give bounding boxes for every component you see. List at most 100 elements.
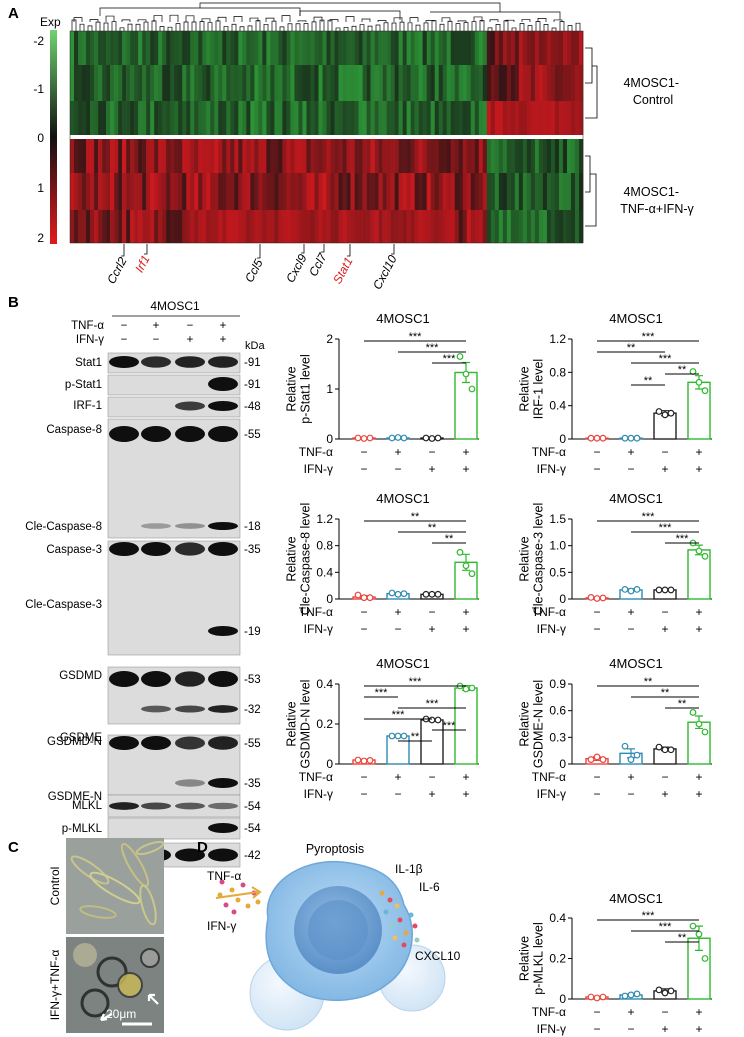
- heatmap-cell: [322, 139, 327, 173]
- heatmap-cell: [366, 173, 371, 210]
- blot-membrane: [107, 374, 241, 396]
- chart-title: 4MOSC1: [376, 491, 429, 506]
- y-tick-label: 0: [559, 757, 566, 771]
- heatmap-cell: [254, 139, 259, 173]
- heatmap-cell: [158, 101, 163, 135]
- chart-treatment-label: TNF-α: [299, 770, 333, 784]
- heatmap-cell: [182, 139, 187, 173]
- heatmap-cell: [202, 173, 207, 210]
- heatmap-cell: [506, 31, 512, 65]
- dendrogram-branch: [151, 20, 157, 31]
- heatmap-cell: [362, 173, 367, 210]
- heatmap-cell: [102, 65, 107, 101]
- arrow-icon: [100, 1013, 113, 1022]
- ylabel-line: Relative: [284, 366, 298, 411]
- heatmap-cell: [510, 31, 516, 65]
- chart-treatment-mark: −: [593, 1005, 600, 1019]
- heatmap-cell: [222, 65, 227, 101]
- heatmap-cell: [202, 101, 207, 135]
- heatmap-cell: [426, 101, 432, 135]
- heatmap-cell: [210, 101, 215, 135]
- heatmap-cell: [562, 173, 568, 210]
- heatmap-cell: [242, 210, 247, 243]
- heatmap-cell: [414, 139, 419, 173]
- group-control-line1: 4MOSC1-: [623, 76, 679, 90]
- chart-treatment-mark: +: [627, 605, 634, 619]
- heatmap-cell: [198, 31, 203, 65]
- chart-treatment-mark: +: [394, 605, 401, 619]
- heatmap-cell: [506, 210, 512, 243]
- heatmap-cell: [410, 139, 415, 173]
- heatmap-cell: [534, 210, 540, 243]
- heatmap-cell: [198, 173, 203, 210]
- heatmap-cell: [114, 139, 119, 173]
- heatmap-cell: [338, 31, 343, 65]
- heatmap-cell: [526, 101, 532, 135]
- blot-band: [141, 356, 171, 368]
- chart-treatment-mark: −: [661, 445, 668, 459]
- chart-treatment-mark: −: [394, 462, 401, 476]
- heatmap-cell: [282, 210, 287, 243]
- heatmap-cell: [218, 173, 223, 210]
- heatmap-cell: [262, 210, 267, 243]
- heatmap-cell: [262, 173, 267, 210]
- output-label-il1b: IL-1β: [395, 862, 423, 876]
- heatmap-cell: [158, 65, 163, 101]
- heatmap-cell: [206, 31, 211, 65]
- heatmap-cell: [146, 101, 151, 135]
- heatmap-cell: [514, 101, 520, 135]
- dendrogram-branch: [585, 47, 593, 84]
- heatmap-cell: [82, 101, 87, 135]
- dendrogram-branch: [375, 24, 381, 31]
- heatmap-cell: [406, 210, 411, 243]
- heatmap-cell: [230, 31, 235, 65]
- heatmap-cell: [202, 65, 207, 101]
- heatmap-cell: [106, 173, 111, 210]
- heatmap-cell: [474, 31, 480, 65]
- heatmap-cell: [98, 173, 103, 210]
- chart-title: 4MOSC1: [609, 656, 662, 671]
- heatmap-cell: [454, 139, 460, 173]
- chart-ylabel: RelativeIRF-1 level: [517, 359, 545, 419]
- dendrogram-branch: [159, 26, 165, 31]
- dendrogram-branch: [543, 23, 549, 31]
- dendrogram-branch: [295, 23, 301, 31]
- y-tick-label: 0: [559, 592, 566, 606]
- heatmap-cell: [358, 210, 363, 243]
- blot-kda-label: -42: [244, 850, 261, 862]
- significance-label: **: [411, 511, 420, 523]
- heatmap-cell: [266, 65, 271, 101]
- blot-band: [141, 736, 171, 750]
- heatmap-cell: [458, 31, 464, 65]
- heatmap-cell: [558, 65, 564, 101]
- heatmap-cell: [558, 31, 564, 65]
- heatmap-cell: [302, 210, 307, 243]
- heatmap-cell: [454, 31, 460, 65]
- heatmap-cell: [502, 210, 508, 243]
- significance-label: ***: [375, 687, 389, 699]
- heatmap-cell: [462, 173, 468, 210]
- gene-tick: [391, 244, 395, 255]
- heatmap-cell: [222, 31, 227, 65]
- heatmap-cell: [198, 210, 203, 243]
- chart-treatment-mark: +: [462, 462, 469, 476]
- chart-treatment-label: TNF-α: [532, 770, 566, 784]
- heatmap-cell: [410, 31, 415, 65]
- heatmap-cell: [382, 173, 387, 210]
- heatmap-cell: [194, 31, 199, 65]
- blot-kda-label: -48: [244, 401, 261, 413]
- dendrogram-branch: [271, 20, 277, 31]
- heatmap-cell: [490, 65, 496, 101]
- ylabel-line: p-MLKL level: [532, 922, 546, 995]
- chart-treatment-mark: −: [394, 622, 401, 636]
- heatmap-cell: [254, 31, 259, 65]
- blot-band: [208, 522, 238, 530]
- output-label-cxcl10: CXCL10: [415, 949, 461, 963]
- heatmap-cell: [126, 173, 131, 210]
- heatmap-cell: [190, 65, 195, 101]
- heatmap-cell: [82, 173, 87, 210]
- y-tick-label: 0.2: [549, 952, 566, 966]
- heatmap-cell: [522, 65, 528, 101]
- heatmap-cell: [162, 65, 167, 101]
- data-point: [587, 434, 595, 442]
